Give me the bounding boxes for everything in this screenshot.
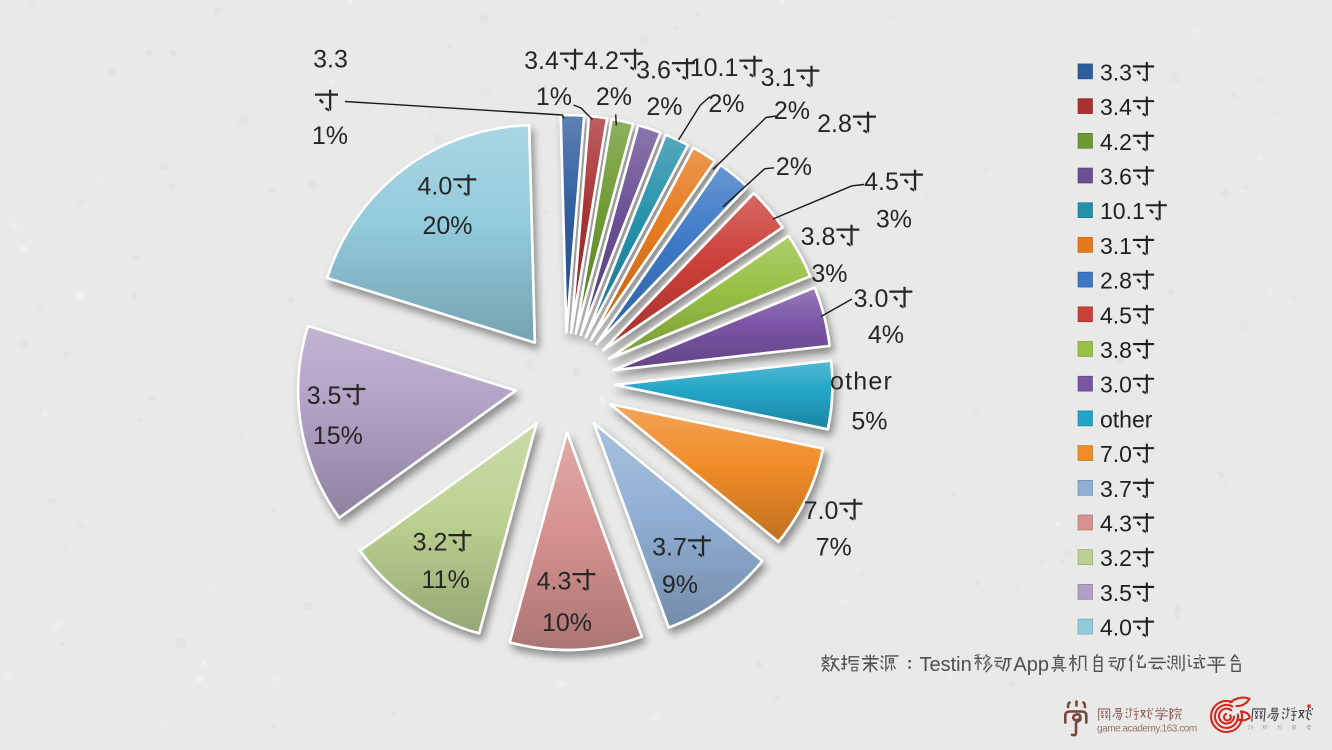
- svg-text:3.2: 3.2: [1100, 545, 1132, 571]
- svg-text:10.1: 10.1: [1100, 198, 1145, 224]
- svg-text:3.7: 3.7: [652, 534, 687, 562]
- svg-text:7%: 7%: [816, 533, 852, 561]
- svg-text:10.1: 10.1: [690, 54, 739, 82]
- svg-text:2%: 2%: [708, 90, 744, 118]
- svg-text:3.4: 3.4: [1100, 94, 1132, 120]
- svg-text:11%: 11%: [422, 566, 470, 594]
- svg-text:4.5: 4.5: [864, 168, 899, 196]
- svg-text:1%: 1%: [536, 83, 572, 111]
- svg-text:2.8: 2.8: [817, 110, 852, 138]
- svg-text:1%: 1%: [312, 122, 348, 150]
- svg-text:2%: 2%: [774, 97, 810, 125]
- svg-text:3.5: 3.5: [1100, 580, 1132, 606]
- svg-text:4.0: 4.0: [1100, 615, 1132, 641]
- svg-text:3%: 3%: [876, 205, 912, 233]
- svg-text:3.1: 3.1: [1100, 233, 1132, 259]
- svg-text:4.0: 4.0: [418, 173, 453, 201]
- svg-text:4.3: 4.3: [537, 567, 572, 595]
- svg-text:2.8: 2.8: [1100, 268, 1132, 294]
- svg-text:3.5: 3.5: [307, 382, 342, 410]
- svg-text:Testin: Testin: [920, 654, 972, 676]
- svg-text:3.0: 3.0: [1100, 372, 1132, 398]
- svg-text:4.5: 4.5: [1100, 302, 1132, 328]
- svg-text:3.4: 3.4: [524, 47, 559, 75]
- svg-text:4.2: 4.2: [1100, 129, 1132, 155]
- svg-text:3%: 3%: [811, 260, 847, 288]
- svg-text:4%: 4%: [868, 321, 904, 349]
- svg-text:15%: 15%: [313, 422, 363, 450]
- svg-text:game.academy.163.com: game.academy.163.com: [1097, 724, 1197, 735]
- svg-text:9%: 9%: [662, 571, 698, 599]
- svg-text:5%: 5%: [851, 408, 887, 436]
- svg-text:other: other: [830, 367, 893, 395]
- svg-text:7.0: 7.0: [1100, 441, 1132, 467]
- svg-text:2%: 2%: [776, 153, 812, 181]
- svg-text:3.6: 3.6: [1100, 164, 1132, 190]
- svg-text:2%: 2%: [596, 83, 632, 111]
- svg-text:20%: 20%: [423, 212, 473, 240]
- svg-text:3.3: 3.3: [313, 45, 348, 73]
- svg-text:4.3: 4.3: [1100, 511, 1132, 537]
- svg-text:3.7: 3.7: [1100, 476, 1132, 502]
- svg-text:3.6: 3.6: [636, 56, 671, 84]
- svg-text:3.2: 3.2: [413, 528, 448, 556]
- svg-text:3.0: 3.0: [854, 285, 889, 313]
- svg-text:7.0: 7.0: [804, 497, 839, 525]
- svg-text:3.8: 3.8: [801, 223, 836, 251]
- svg-text:10%: 10%: [542, 609, 592, 637]
- svg-text:App: App: [1013, 654, 1049, 676]
- svg-text:3.3: 3.3: [1100, 59, 1132, 85]
- svg-text:other: other: [1100, 406, 1153, 432]
- svg-text:2%: 2%: [646, 93, 682, 121]
- svg-text:4.2: 4.2: [584, 47, 619, 75]
- svg-text:3.1: 3.1: [761, 64, 796, 92]
- svg-text:3.8: 3.8: [1100, 337, 1132, 363]
